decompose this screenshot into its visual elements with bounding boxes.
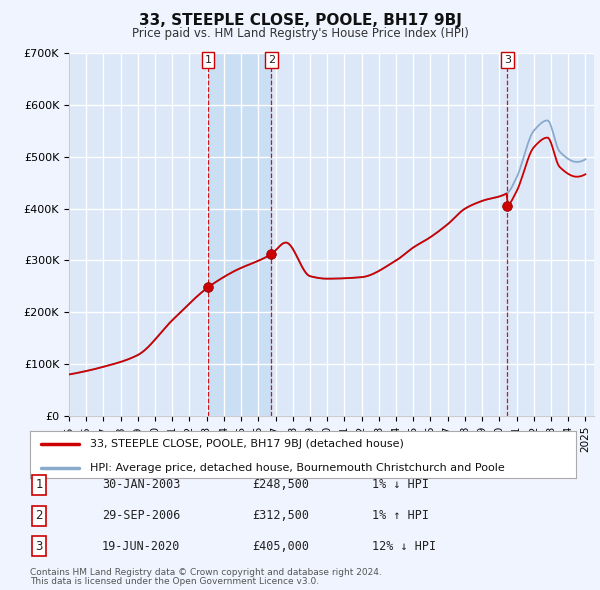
Text: 33, STEEPLE CLOSE, POOLE, BH17 9BJ (detached house): 33, STEEPLE CLOSE, POOLE, BH17 9BJ (deta…: [90, 439, 404, 449]
Text: 33, STEEPLE CLOSE, POOLE, BH17 9BJ: 33, STEEPLE CLOSE, POOLE, BH17 9BJ: [139, 13, 461, 28]
Text: 1: 1: [205, 55, 212, 65]
Bar: [208, 53, 271, 416]
Text: 2: 2: [268, 55, 275, 65]
Text: £248,500: £248,500: [252, 478, 309, 491]
Text: 3: 3: [504, 55, 511, 65]
Text: 1: 1: [35, 478, 43, 491]
Text: 1% ↑ HPI: 1% ↑ HPI: [372, 509, 429, 522]
Text: 30-JAN-2003: 30-JAN-2003: [102, 478, 181, 491]
Text: 29-SEP-2006: 29-SEP-2006: [102, 509, 181, 522]
Text: 3: 3: [35, 540, 43, 553]
Text: This data is licensed under the Open Government Licence v3.0.: This data is licensed under the Open Gov…: [30, 577, 319, 586]
Text: Price paid vs. HM Land Registry's House Price Index (HPI): Price paid vs. HM Land Registry's House …: [131, 27, 469, 40]
Text: 19-JUN-2020: 19-JUN-2020: [102, 540, 181, 553]
Text: 12% ↓ HPI: 12% ↓ HPI: [372, 540, 436, 553]
Text: 2: 2: [35, 509, 43, 522]
Text: Contains HM Land Registry data © Crown copyright and database right 2024.: Contains HM Land Registry data © Crown c…: [30, 568, 382, 577]
Text: £312,500: £312,500: [252, 509, 309, 522]
Text: £405,000: £405,000: [252, 540, 309, 553]
Text: HPI: Average price, detached house, Bournemouth Christchurch and Poole: HPI: Average price, detached house, Bour…: [90, 463, 505, 473]
Text: 1% ↓ HPI: 1% ↓ HPI: [372, 478, 429, 491]
